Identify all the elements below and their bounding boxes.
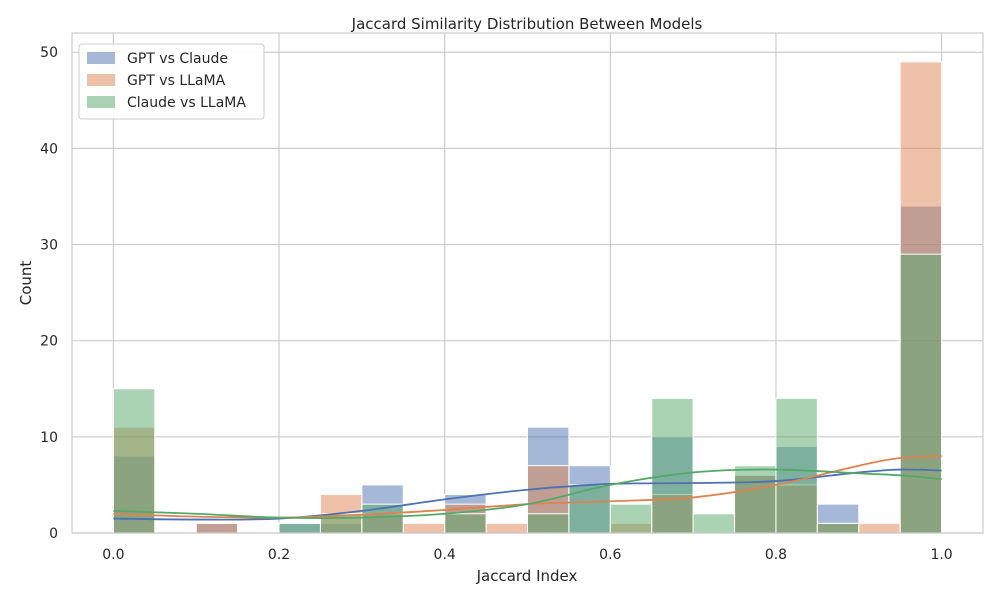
kde-curves bbox=[113, 455, 942, 521]
legend-swatch bbox=[87, 74, 115, 86]
legend: GPT vs Claude GPT vs LLaMA Claude vs LLaMA bbox=[78, 43, 265, 120]
histogram-bar bbox=[899, 253, 943, 534]
histogram-bars bbox=[112, 61, 943, 534]
histogram-bar bbox=[816, 522, 860, 534]
histogram-bar bbox=[402, 522, 446, 534]
histogram-bar bbox=[734, 465, 777, 534]
y-tick-label: 0 bbox=[49, 526, 58, 542]
y-tick-label: 50 bbox=[40, 45, 58, 61]
histogram-bar bbox=[775, 397, 818, 534]
chart-title: Jaccard Similarity Distribution Between … bbox=[351, 15, 703, 33]
x-tick-label: 0.4 bbox=[434, 547, 456, 563]
histogram-bar bbox=[609, 503, 653, 534]
x-tick-label: 0.2 bbox=[268, 547, 290, 563]
histogram-bar bbox=[858, 522, 901, 534]
legend-swatch bbox=[87, 96, 115, 108]
x-tick-label: 0.0 bbox=[102, 547, 124, 563]
x-tick-label: 0.8 bbox=[765, 547, 787, 563]
legend-label: Claude vs LLaMA bbox=[127, 95, 246, 111]
histogram-bar bbox=[485, 522, 529, 534]
y-tick-label: 20 bbox=[40, 334, 58, 350]
y-tick-label: 10 bbox=[40, 430, 58, 446]
histogram-bar bbox=[692, 513, 736, 534]
x-tick-label: 0.6 bbox=[599, 547, 621, 563]
y-tick-label: 30 bbox=[40, 238, 58, 254]
y-tick-label: 40 bbox=[40, 141, 58, 157]
x-tick-label: 1.0 bbox=[930, 547, 952, 563]
kde-curve bbox=[113, 468, 942, 519]
y-axis-label: Count bbox=[17, 261, 35, 306]
legend-label: GPT vs LLaMA bbox=[127, 73, 226, 89]
histogram-bar bbox=[651, 397, 694, 534]
plot-frame bbox=[71, 32, 984, 534]
x-axis-ticks: 0.0 0.2 0.4 0.6 0.8 1.0 bbox=[102, 547, 952, 563]
legend-label: GPT vs Claude bbox=[127, 51, 228, 67]
histogram-bar bbox=[444, 513, 487, 534]
legend-box bbox=[78, 43, 265, 120]
histogram-bar bbox=[278, 522, 321, 534]
y-axis-ticks: 0 10 20 30 40 50 bbox=[40, 45, 58, 542]
histogram-bar bbox=[195, 522, 239, 534]
legend-swatch bbox=[87, 52, 115, 64]
histogram-bar bbox=[568, 484, 611, 534]
histogram-bar bbox=[527, 513, 570, 534]
x-axis-label: Jaccard Index bbox=[476, 567, 578, 585]
